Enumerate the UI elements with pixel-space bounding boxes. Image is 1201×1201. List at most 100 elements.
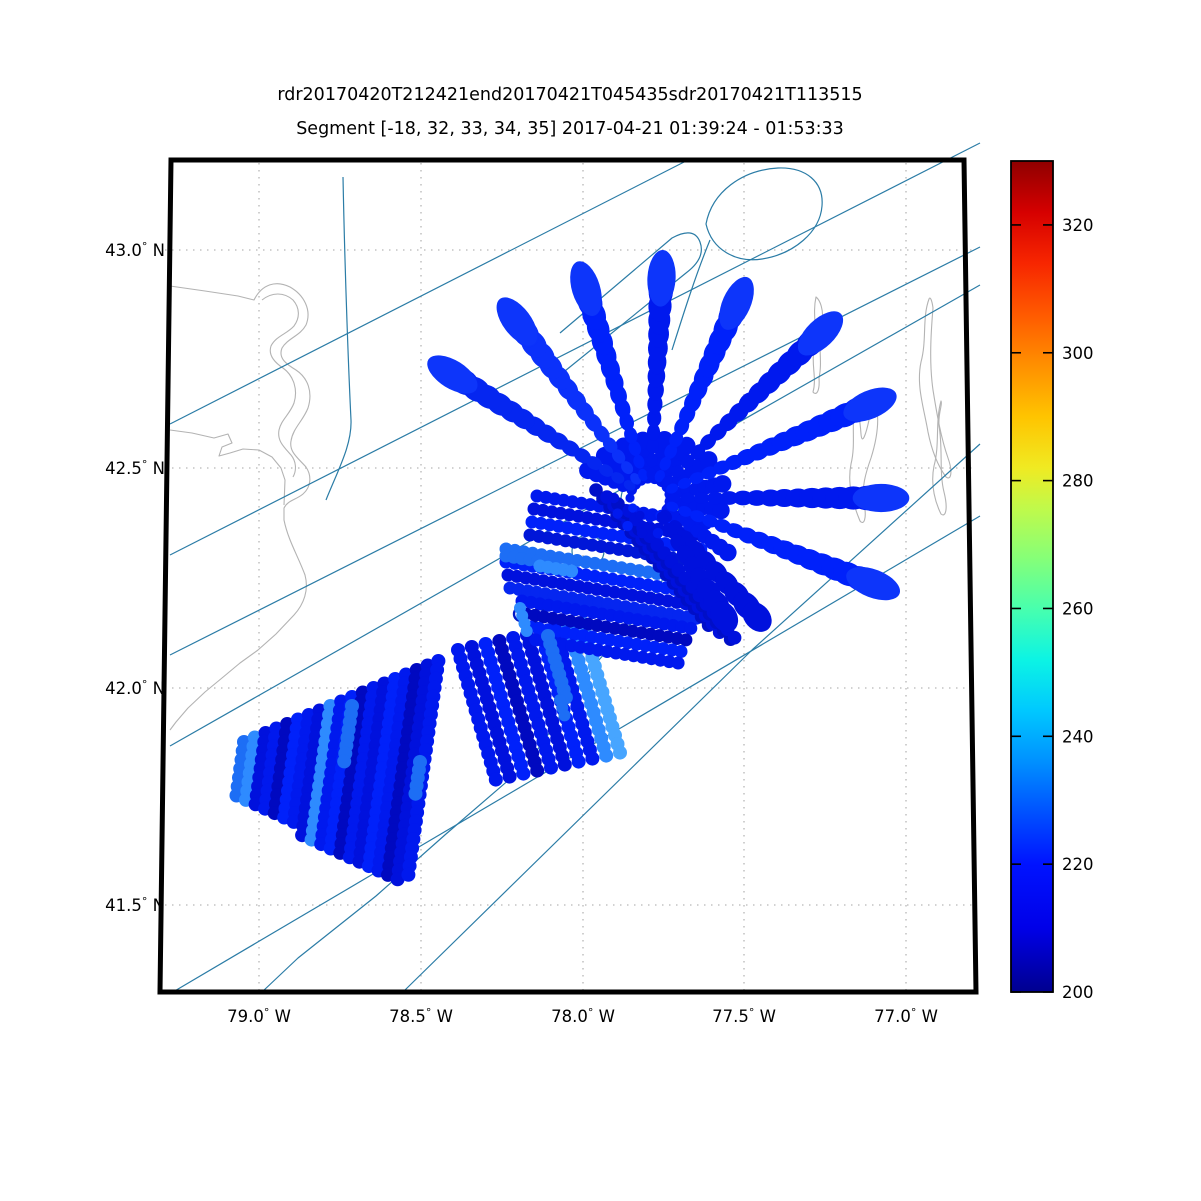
fan-beam-blob <box>624 426 638 444</box>
colorbar-tick-label: 240 <box>1062 727 1094 746</box>
colorbar: 320 300 280 260 240 220 200 <box>1010 160 1094 1002</box>
fan-beam-blob <box>646 438 659 454</box>
data-dot <box>684 621 698 635</box>
colorbar-tick-label: 200 <box>1062 983 1094 1002</box>
fan-beam-blob <box>689 472 705 485</box>
y-tick-label: 42.0° N <box>105 678 165 698</box>
fan-beam-blob <box>690 510 705 523</box>
fan-beam-blob <box>661 475 673 487</box>
scatter-data <box>229 250 910 887</box>
fan-ring-dot <box>608 492 620 504</box>
colorbar-tick-label: 220 <box>1062 855 1094 874</box>
fan-beam-blob <box>611 472 625 484</box>
data-dot <box>544 760 558 775</box>
fan-stub-dot <box>655 431 674 449</box>
coastline <box>169 283 311 731</box>
fan-beam-blob <box>846 566 900 601</box>
fan-beam-blob <box>707 491 724 505</box>
fan-beam-blob <box>694 492 710 504</box>
fan-ring-dot <box>628 503 638 513</box>
fan-beam-blob <box>646 467 657 481</box>
flight-track-line <box>169 142 981 556</box>
fan-beam-blob <box>677 477 692 489</box>
fan-stub-dot <box>713 475 732 493</box>
colorbar-tick-label: 260 <box>1062 599 1094 618</box>
fan-beam-blob <box>671 465 684 478</box>
flight-track-line <box>404 443 981 991</box>
fan-beam-blob <box>623 480 636 491</box>
fan-ring-dot <box>645 513 655 523</box>
fan-beam-blob <box>666 501 679 512</box>
colorbar-tick-label: 280 <box>1062 472 1094 491</box>
coastline <box>169 429 286 506</box>
fan-beam-blob <box>628 440 641 457</box>
x-tick-label: 77.0° W <box>874 1006 938 1026</box>
fan-beam-blob <box>664 443 678 459</box>
fan-beam-blob <box>852 483 910 513</box>
fan-beam-blob <box>638 468 648 482</box>
data-dot <box>488 772 503 787</box>
fan-beam-blob <box>598 464 614 477</box>
fan-beam-blob <box>647 408 662 428</box>
data-dot <box>727 630 742 645</box>
flight-track-line <box>325 176 352 501</box>
fan-beam-blob <box>678 505 692 517</box>
colorbar-tick-label: 320 <box>1062 216 1094 235</box>
fan-beam-blob <box>647 250 676 307</box>
fan-ring-dot <box>636 527 648 539</box>
data-dot <box>401 867 416 882</box>
coastline <box>849 403 879 523</box>
fan-stub-dot <box>712 501 730 520</box>
data-dot <box>390 872 405 887</box>
x-tick-label: 78.0° W <box>551 1006 615 1026</box>
coastline <box>918 297 952 479</box>
fan-beam-blob <box>496 297 538 346</box>
data-dot <box>679 633 693 647</box>
fan-beam-blob <box>646 453 658 468</box>
fan-ring-dot <box>635 510 645 520</box>
plot-title-line-1: rdr20170420T212421end20170421T045435sdr2… <box>277 85 862 105</box>
fan-ring-dot <box>652 527 664 539</box>
data-dot <box>557 757 572 772</box>
y-tick-label: 41.5° N <box>105 895 165 915</box>
fan-beam-blob <box>843 387 897 422</box>
fan-ring-dot <box>625 493 635 503</box>
fan-beam-blob <box>710 601 739 633</box>
fan-beam-blob <box>570 261 602 316</box>
fan-beam-blob <box>646 423 661 441</box>
data-dot <box>337 754 352 769</box>
data-dot <box>674 645 688 658</box>
colorbar-gradient <box>1011 161 1053 992</box>
flight-track-line <box>169 159 689 425</box>
y-tick-label: 42.5° N <box>105 458 165 478</box>
plot-title-line-2: Segment [-18, 32, 33, 34, 35] 2017-04-21… <box>296 119 844 139</box>
x-tick-label: 77.5° W <box>712 1006 776 1026</box>
data-dot <box>408 786 423 801</box>
fan-ring-dot <box>622 520 633 532</box>
x-tick-label: 79.0° W <box>227 1006 291 1026</box>
fan-ring-dot <box>612 508 623 519</box>
fan-beam-blob <box>719 276 754 330</box>
data-dot <box>530 763 545 778</box>
fan-stub-dot <box>719 543 737 562</box>
fan-beam-blob <box>680 454 695 469</box>
fan-beam-blob <box>797 311 844 356</box>
map-border <box>157 157 979 995</box>
coastline <box>261 293 299 478</box>
fan-beam-blob <box>720 491 739 505</box>
fan-beam-blob <box>667 493 681 503</box>
data-dot <box>502 769 517 784</box>
data-dot <box>613 745 627 760</box>
data-dot <box>599 748 614 763</box>
y-axis-labels: 43.0° N 42.5° N 42.0° N 41.5° N <box>105 240 165 915</box>
flight-track-line <box>705 167 823 261</box>
data-dot <box>585 751 600 766</box>
fan-beam-blob <box>621 461 634 475</box>
colorbar-tick-label: 300 <box>1062 344 1094 363</box>
y-tick-label: 43.0° N <box>105 240 165 260</box>
fan-beam-blob <box>680 492 695 504</box>
data-dot <box>671 656 685 670</box>
fan-beam-blob <box>659 456 672 471</box>
